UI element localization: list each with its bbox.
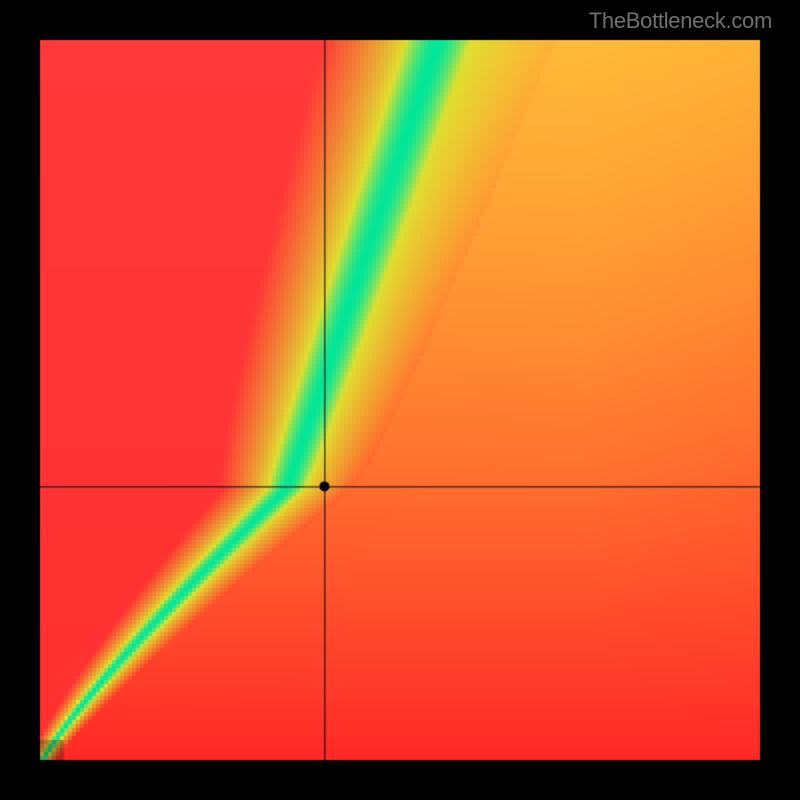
watermark-text: TheBottleneck.com — [589, 8, 772, 34]
chart-container: TheBottleneck.com — [0, 0, 800, 800]
heatmap-canvas — [0, 0, 800, 800]
